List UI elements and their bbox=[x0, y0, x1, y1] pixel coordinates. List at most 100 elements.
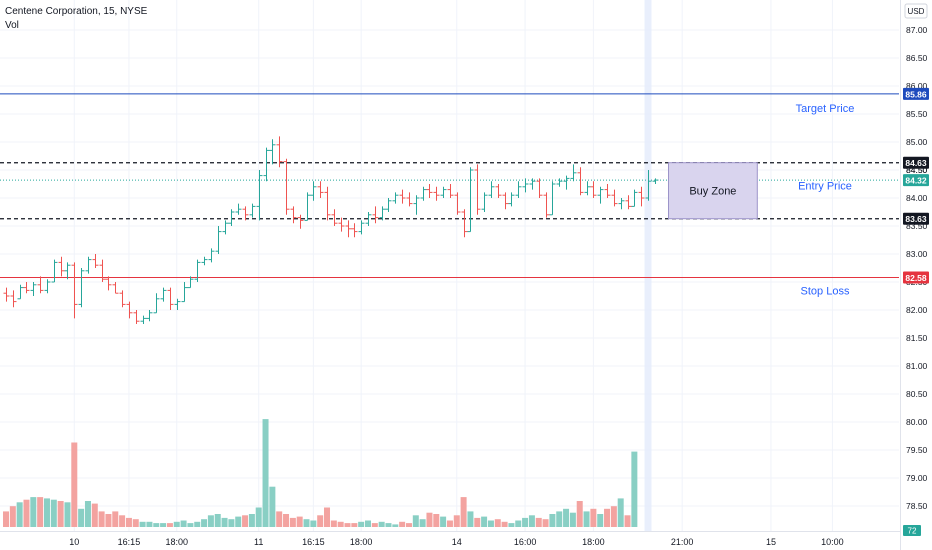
ohlc-bar bbox=[351, 223, 358, 238]
ohlc-bar bbox=[358, 220, 365, 235]
volume-bar bbox=[37, 497, 44, 527]
ohlc-bar bbox=[119, 290, 126, 308]
ohlc-bar bbox=[85, 256, 92, 274]
volume-bar bbox=[98, 511, 105, 527]
ohlc-bar bbox=[146, 310, 153, 322]
volume-indicator-label[interactable]: Vol bbox=[5, 20, 19, 31]
ohlc-bar bbox=[652, 178, 659, 184]
price-tick-label: 86.00 bbox=[906, 81, 928, 91]
ohlc-bar bbox=[181, 282, 188, 303]
stop-loss-badge[interactable] bbox=[903, 271, 929, 284]
volume-bar bbox=[426, 512, 433, 527]
volume-bar bbox=[412, 515, 419, 527]
currency-label[interactable]: USD bbox=[908, 7, 925, 16]
ohlc-bar bbox=[508, 192, 515, 207]
price-tick-label: 83.50 bbox=[906, 221, 928, 231]
ohlc-bar bbox=[543, 192, 550, 218]
volume-bar bbox=[569, 512, 576, 527]
price-tick-label: 80.00 bbox=[906, 417, 928, 427]
volume-bar bbox=[405, 523, 412, 527]
volume-bar bbox=[371, 523, 378, 527]
price-tick-label: 87.00 bbox=[906, 25, 928, 35]
price-tick-label: 86.50 bbox=[906, 53, 928, 63]
volume-bar bbox=[337, 521, 344, 527]
ohlc-bar bbox=[256, 170, 263, 221]
volume-bar bbox=[248, 514, 255, 527]
time-tick-label: 18:00 bbox=[582, 537, 605, 547]
volume-bar bbox=[119, 515, 126, 527]
ohlc-bar bbox=[37, 276, 44, 294]
price-tick-label: 85.50 bbox=[906, 109, 928, 119]
price-tick-label: 84.00 bbox=[906, 193, 928, 203]
volume-bar bbox=[364, 520, 371, 527]
volume-value-text: 72 bbox=[908, 527, 917, 536]
volume-bar bbox=[303, 519, 310, 527]
price-tick-label: 79.00 bbox=[906, 473, 928, 483]
ohlc-bar bbox=[618, 198, 625, 210]
buy-zone-box[interactable] bbox=[668, 162, 758, 220]
ohlc-bar bbox=[645, 170, 652, 201]
volume-bar bbox=[378, 521, 385, 527]
price-tick-label: 80.50 bbox=[906, 389, 928, 399]
ohlc-bar bbox=[413, 195, 420, 215]
ohlc-bar bbox=[631, 189, 638, 207]
ohlc-bar bbox=[474, 164, 481, 215]
ohlc-bar bbox=[584, 181, 591, 196]
ohlc-bar bbox=[392, 192, 399, 204]
volume-bar bbox=[610, 506, 617, 527]
volume-bar bbox=[515, 520, 522, 527]
stop-loss-label: Stop Loss bbox=[801, 286, 850, 298]
time-axis[interactable]: 10 16:15 18:00 11 16:15 18:00 14 16:00 18:00 21:0… bbox=[0, 531, 900, 548]
ohlc-bar bbox=[51, 259, 58, 283]
buy-zone[interactable]: Buy Zone bbox=[668, 162, 758, 220]
volume-bar bbox=[139, 521, 146, 527]
ohlc-bar bbox=[23, 282, 30, 294]
price-axis[interactable]: USD 87.00 86.50 86.00 85.50 85.00 84.50 84.00 83… bbox=[900, 0, 932, 550]
volume-bar bbox=[112, 511, 119, 527]
ohlc-bar bbox=[611, 189, 618, 207]
ohlc-bar bbox=[563, 175, 570, 190]
ohlc-bar bbox=[160, 287, 167, 302]
volume-bars bbox=[3, 419, 638, 527]
volume-bar bbox=[556, 511, 563, 527]
target-price-badge[interactable] bbox=[903, 87, 929, 100]
volume-bar bbox=[631, 451, 638, 527]
ohlc-bar bbox=[276, 136, 283, 168]
chart-legend: Centene Corporation, 15, NYSE Vol bbox=[5, 5, 147, 33]
ohlc-bar bbox=[290, 206, 297, 224]
time-tick-label: 10 bbox=[69, 537, 79, 547]
level-badge[interactable] bbox=[903, 212, 929, 225]
ohlc-bar bbox=[112, 282, 119, 294]
volume-bar bbox=[16, 502, 23, 527]
ohlc-bar bbox=[549, 181, 556, 216]
volume-bar bbox=[125, 517, 132, 527]
ohlc-bar bbox=[426, 184, 433, 198]
ohlc-bar bbox=[78, 268, 85, 308]
ohlc-bar bbox=[488, 181, 495, 198]
ohlc-bar bbox=[379, 206, 386, 221]
symbol-title[interactable]: Centene Corporation, 15, NYSE bbox=[5, 6, 148, 17]
ohlc-bar bbox=[625, 195, 632, 210]
ohlc-bar bbox=[338, 217, 345, 232]
volume-bar bbox=[9, 506, 16, 527]
ohlc-bar bbox=[92, 254, 99, 268]
volume-bar bbox=[522, 517, 529, 527]
ohlc-bar bbox=[133, 310, 140, 324]
volume-bar bbox=[508, 523, 515, 527]
currency-selector[interactable] bbox=[904, 3, 928, 19]
last-price-badge[interactable] bbox=[903, 174, 929, 187]
ohlc-bar bbox=[461, 209, 468, 238]
volume-bar bbox=[385, 523, 392, 527]
stop-loss-badge-text: 82.58 bbox=[905, 273, 927, 283]
time-tick-label: 11 bbox=[254, 537, 263, 547]
ohlc-bar bbox=[577, 167, 584, 196]
volume-bar bbox=[419, 519, 426, 527]
ohlc-bar bbox=[536, 178, 543, 198]
buy-zone-label: Buy Zone bbox=[689, 186, 736, 198]
ohlc-bar bbox=[187, 276, 194, 289]
volume-bar bbox=[597, 514, 604, 527]
level-badge[interactable] bbox=[903, 156, 929, 169]
